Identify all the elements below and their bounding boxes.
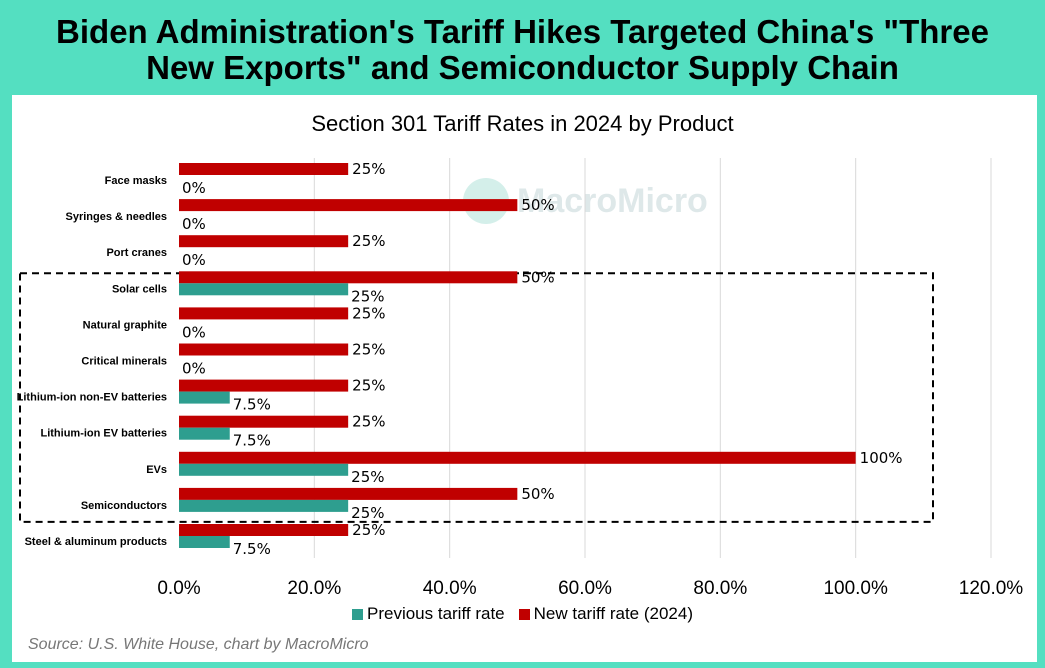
data-label-previous: 25% [351, 287, 384, 305]
x-tick-label: 60.0% [558, 578, 612, 599]
bar-new [179, 307, 349, 320]
bar-new [179, 487, 518, 500]
legend-item-previous: Previous tariff rate [351, 604, 505, 624]
data-label-previous: 0% [182, 179, 206, 197]
data-label-previous: 7.5% [233, 432, 271, 450]
category-label: Solar cells [112, 283, 167, 295]
data-label-new: 25% [352, 413, 385, 431]
data-label-new: 25% [352, 341, 385, 359]
bar-new [179, 235, 349, 248]
bar-previous [179, 463, 349, 476]
category-label: Steel & aluminum products [25, 536, 167, 548]
title-line-1: Biden Administration's Tariff Hikes Targ… [56, 13, 989, 50]
x-tick-label: 100.0% [823, 578, 888, 599]
bar-previous [179, 427, 230, 440]
category-label: Semiconductors [81, 500, 167, 512]
category-label: Syringes & needles [66, 211, 168, 223]
page-title: Biden Administration's Tariff Hikes Targ… [0, 14, 1045, 86]
data-label-new: 25% [352, 377, 385, 395]
bar-new [179, 199, 518, 212]
x-tick-label: 0.0% [157, 578, 200, 599]
category-label: EVs [146, 464, 167, 476]
data-label-previous: 7.5% [233, 540, 271, 558]
data-label-previous: 0% [182, 323, 206, 341]
chart-title: Section 301 Tariff Rates in 2024 by Prod… [311, 111, 734, 136]
legend-label-previous: Previous tariff rate [366, 604, 505, 623]
data-label-new: 50% [521, 268, 554, 286]
x-tick-label: 120.0% [959, 578, 1024, 599]
data-label-new: 25% [352, 160, 385, 178]
data-label-new: 25% [352, 232, 385, 250]
source-note: Source: U.S. White House, chart by Macro… [28, 636, 369, 653]
bar-previous [179, 536, 230, 548]
data-label-new: 50% [521, 196, 554, 214]
category-label: Lithium-ion EV batteries [40, 428, 167, 440]
bar-new [179, 415, 349, 428]
category-label: Port cranes [106, 247, 167, 259]
legend: Previous tariff rate New tariff rate (20… [0, 604, 1045, 624]
data-label-previous: 25% [351, 504, 384, 522]
data-label-new: 50% [521, 485, 554, 503]
category-label: Critical minerals [81, 356, 167, 368]
data-label-previous: 25% [351, 468, 384, 486]
bar-previous [179, 499, 349, 512]
data-label-previous: 0% [182, 360, 206, 378]
bar-new [179, 379, 349, 392]
bar-new [179, 524, 349, 536]
bar-previous [179, 283, 349, 296]
legend-swatch-previous [351, 608, 363, 620]
legend-item-new: New tariff rate (2024) [518, 604, 693, 624]
data-label-previous: 0% [182, 251, 206, 269]
bar-previous [179, 391, 230, 404]
bar-new [179, 271, 518, 284]
watermark-text: MacroMicro [517, 181, 708, 220]
data-label-new: 25% [352, 521, 385, 539]
data-label-previous: 0% [182, 215, 206, 233]
bar-new [179, 343, 349, 356]
legend-swatch-new [518, 608, 530, 620]
category-label: Face masks [105, 175, 167, 187]
bar-new [179, 163, 349, 175]
data-label-new: 25% [352, 304, 385, 322]
bar-new [179, 451, 856, 464]
x-tick-label: 40.0% [423, 578, 477, 599]
x-tick-label: 20.0% [287, 578, 341, 599]
data-label-new: 100% [860, 449, 903, 467]
legend-label-new: New tariff rate (2024) [533, 604, 693, 623]
data-label-previous: 7.5% [233, 396, 271, 414]
chart-panel [12, 95, 1037, 662]
title-line-2: New Exports" and Semiconductor Supply Ch… [146, 49, 899, 86]
category-label: Lithium-ion non-EV batteries [17, 392, 167, 404]
category-label: Natural graphite [83, 319, 167, 331]
x-tick-label: 80.0% [693, 578, 747, 599]
